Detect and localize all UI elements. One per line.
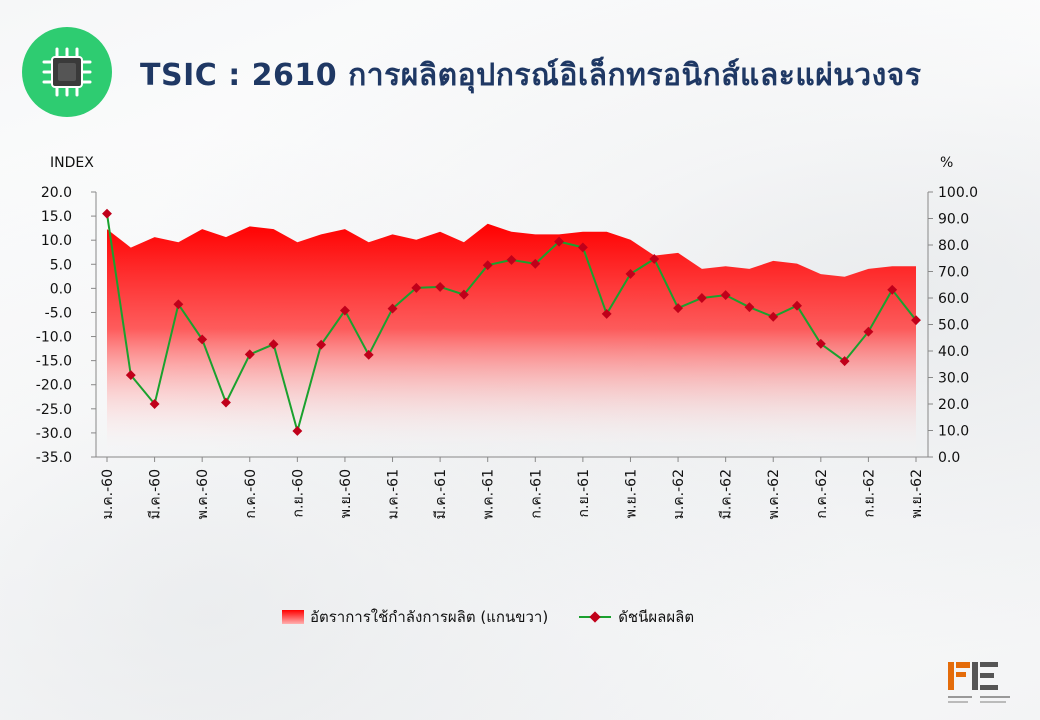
x-tick-label: มี.ค.-60 xyxy=(148,469,164,519)
x-tick-label: พ.ค.-61 xyxy=(481,469,497,519)
left-tick-label: 15.0 xyxy=(41,209,72,225)
index-point xyxy=(792,300,802,311)
index-point xyxy=(744,302,755,313)
x-tick-label: ก.ค.-61 xyxy=(528,469,544,519)
index-point xyxy=(292,426,303,436)
x-tick-label: มี.ค.-61 xyxy=(433,469,449,519)
left-tick-label: -35.0 xyxy=(36,450,72,466)
legend-label-capacity: อัตราการใช้กำลังการผลิต (แกนขวา) xyxy=(310,608,549,626)
index-point xyxy=(149,399,160,409)
index-point xyxy=(102,208,112,219)
index-point xyxy=(244,349,255,360)
right-tick-label: 20.0 xyxy=(938,397,969,413)
page-title: TSIC : 2610 การผลิตอุปกรณ์อิเล็กทรอนิกส์… xyxy=(140,58,922,93)
x-tick-label: มี.ค.-62 xyxy=(719,469,735,519)
right-tick-label: 60.0 xyxy=(938,291,969,307)
legend-item-capacity: อัตราการใช้กำลังการผลิต (แกนขวา) xyxy=(282,605,548,629)
x-tick-label: ม.ค.-61 xyxy=(386,469,402,519)
legend-label-index: ดัชนีผลผลิต xyxy=(618,608,695,626)
index-point xyxy=(268,339,279,350)
index-point xyxy=(435,281,446,292)
x-tick-label: พ.ค.-62 xyxy=(766,469,782,519)
x-tick-label: ก.ย.-61 xyxy=(576,469,592,517)
x-tick-label: พ.ย.-62 xyxy=(909,469,925,518)
right-tick-label: 50.0 xyxy=(938,318,969,334)
left-tick-label: -15.0 xyxy=(36,354,72,370)
index-point xyxy=(554,236,565,247)
index-point xyxy=(173,299,184,310)
right-axis-label: % xyxy=(940,155,953,171)
index-point xyxy=(768,311,779,322)
left-tick-label: 20.0 xyxy=(41,185,72,201)
legend-area-swatch xyxy=(282,610,304,624)
index-point xyxy=(887,284,898,295)
index-point xyxy=(363,349,374,360)
left-tick-label: 0.0 xyxy=(50,281,72,297)
x-tick-label: ก.ค.-62 xyxy=(814,469,830,519)
index-point xyxy=(577,242,588,253)
index-point xyxy=(815,338,826,349)
right-tick-label: 30.0 xyxy=(938,371,969,387)
left-axis-label: INDEX xyxy=(50,155,94,171)
index-point xyxy=(720,290,731,301)
right-tick-label: 10.0 xyxy=(938,424,969,440)
index-point xyxy=(696,293,707,303)
index-point xyxy=(387,303,398,314)
right-tick-label: 70.0 xyxy=(938,265,969,281)
index-point xyxy=(673,303,684,314)
index-point xyxy=(339,305,350,316)
left-tick-label: 5.0 xyxy=(50,257,72,273)
legend-item-index: ดัชนีผลผลิต xyxy=(578,605,694,629)
right-tick-label: 100.0 xyxy=(938,185,978,201)
oie-logo xyxy=(948,662,1010,703)
index-point xyxy=(316,339,327,350)
index-point xyxy=(506,254,517,265)
x-tick-label: ก.ย.-62 xyxy=(861,469,877,517)
index-point xyxy=(197,334,208,345)
right-tick-label: 80.0 xyxy=(938,238,969,254)
index-point xyxy=(221,397,231,408)
index-point xyxy=(601,308,612,319)
left-tick-label: -25.0 xyxy=(36,402,72,418)
x-tick-label: พ.ย.-61 xyxy=(623,469,639,518)
left-tick-label: -5.0 xyxy=(45,305,72,321)
right-tick-label: 90.0 xyxy=(938,212,969,228)
index-point xyxy=(839,356,850,367)
index-point xyxy=(411,282,422,293)
x-tick-label: พ.ค.-60 xyxy=(195,469,211,519)
microchip-badge xyxy=(22,27,112,117)
index-point xyxy=(625,268,636,279)
index-point xyxy=(458,289,469,300)
x-tick-label: ม.ค.-60 xyxy=(100,469,116,519)
chart-legend: อัตราการใช้กำลังการผลิต (แกนขวา) ดัชนีผล… xyxy=(282,605,694,629)
x-tick-label: พ.ย.-60 xyxy=(338,469,354,518)
x-tick-label: ก.ค.-60 xyxy=(243,469,259,519)
index-point xyxy=(125,370,136,381)
capacity-area xyxy=(107,223,916,457)
left-tick-label: -10.0 xyxy=(36,330,72,346)
x-tick-label: ก.ย.-60 xyxy=(290,469,306,517)
left-tick-label: 10.0 xyxy=(41,233,72,249)
right-tick-label: 40.0 xyxy=(938,344,969,360)
left-tick-label: -30.0 xyxy=(36,426,72,442)
index-point xyxy=(863,326,874,337)
x-tick-label: ม.ค.-62 xyxy=(671,469,687,519)
microchip-icon xyxy=(42,47,92,97)
index-point xyxy=(911,315,921,326)
index-point xyxy=(530,258,541,269)
right-tick-label: 0.0 xyxy=(938,450,960,466)
index-point xyxy=(482,260,493,271)
legend-line-swatch xyxy=(579,611,612,623)
left-tick-label: -20.0 xyxy=(36,378,72,394)
